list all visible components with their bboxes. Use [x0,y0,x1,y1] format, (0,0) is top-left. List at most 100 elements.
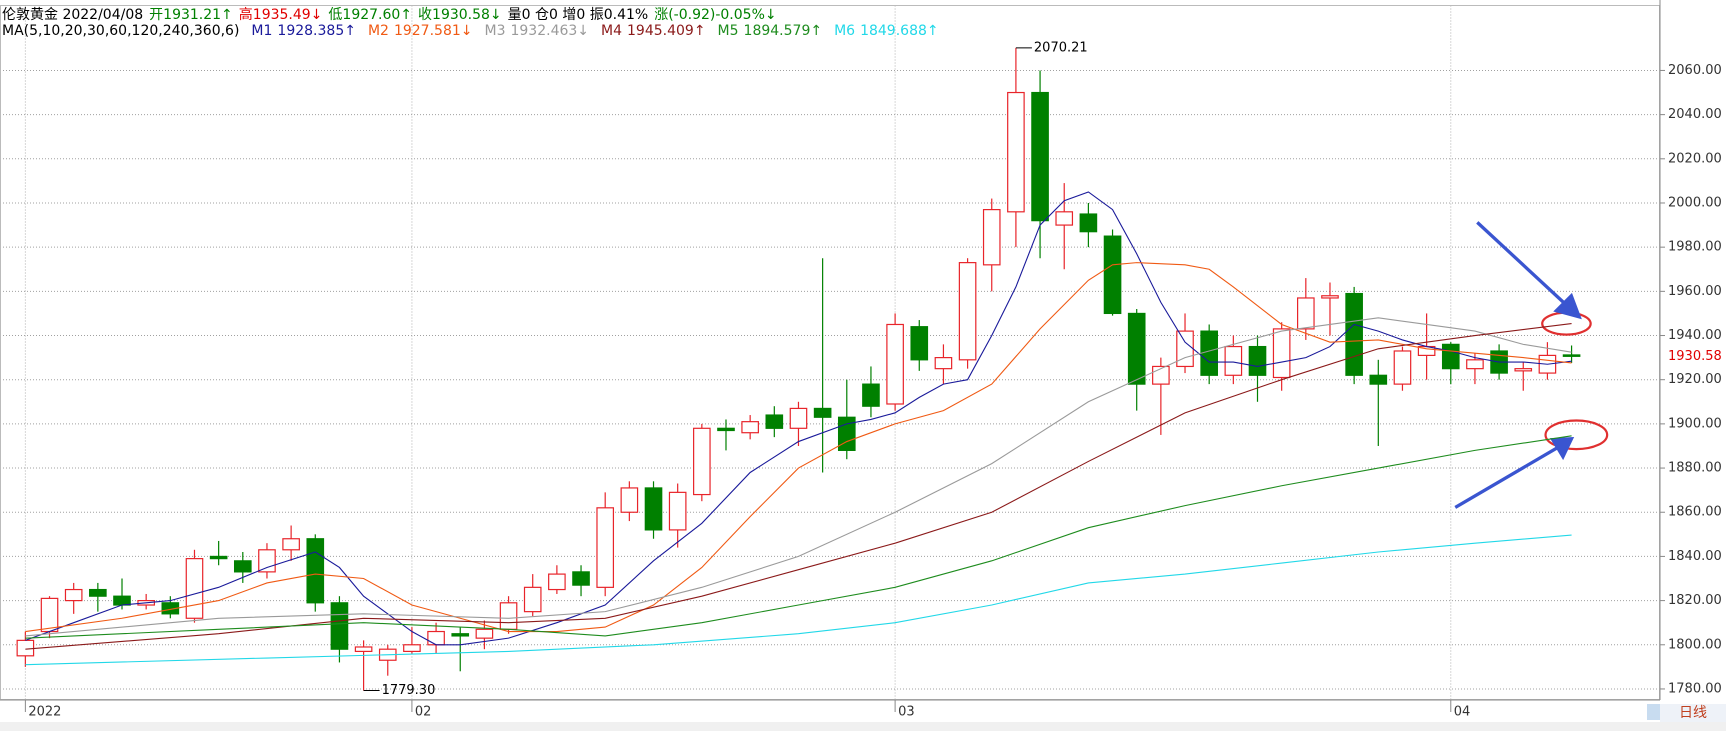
candle-body [1127,312,1146,385]
candle-body [717,427,735,432]
ma-line [25,191,1572,646]
candle-body [1055,211,1074,226]
candle-body [233,560,252,573]
legend-entry: M5 1894.579↑ [718,23,823,39]
arrow-shaft [1454,445,1560,509]
y-tick-label: 1900.00 [1668,416,1722,431]
legend-entry: M1 1928.385↑ [251,23,356,39]
arrow-head [1549,437,1575,461]
candle-body [475,628,494,639]
candle-body [209,555,228,560]
candle-body [765,414,784,429]
legend-name: M1 [251,23,273,39]
quote-header: 伦敦黄金 2022/04/08 开1931.21↑ 高1935.49↓ 低1927.6… [2,4,777,24]
candle-body [596,507,615,588]
ma-header: MA(5,10,20,30,60,120,240,360,6) M1 1928.3… [2,23,939,39]
candle-body [1345,292,1363,376]
candle-body [523,586,542,613]
candle-body [1514,368,1533,372]
ma-line [25,317,1572,637]
candle-body [1272,328,1291,379]
legend-entry: M3 1932.463↓ [484,23,589,39]
candle-body [113,595,131,606]
price-tag: 1930.58 [1668,349,1722,364]
candle-body [693,427,711,496]
quote-field: 收1930.58↓ [418,7,502,23]
candle-body [1224,345,1243,376]
legend-value: 1928.385↑ [277,23,356,39]
candle-body [644,487,663,531]
scroll-box [1647,704,1663,720]
y-tick-label: 2000.00 [1668,195,1722,210]
candle-body [886,323,904,405]
legend-name: M5 [717,23,739,39]
candle-body [258,549,276,573]
candle-body [1079,213,1098,233]
candle-body [403,644,421,653]
legend-name: M4 [601,23,623,39]
legend-entry: M6 1849.688↑ [834,23,939,39]
candle-body [499,602,518,630]
candle-body [1297,297,1315,330]
candle-body [572,571,590,586]
legend-entry: M4 1945.409↑ [601,23,706,39]
y-tick-label: 1920.00 [1668,372,1722,387]
candle-body [958,262,977,361]
y-tick-label: 1780.00 [1668,681,1722,696]
candle-body [1393,350,1412,385]
candle-body [1369,374,1388,385]
candle-body [837,416,856,451]
quote-field: 伦敦黄金 2022/04/08 [2,7,144,23]
candle-body [40,597,59,633]
legend-name: M3 [484,23,506,39]
quote-field: 量0 仓0 增0 振0.41% [507,7,649,23]
legend-entry: M2 1927.581↓ [368,23,473,39]
indicator-strip [0,722,1726,731]
y-tick-label: 1840.00 [1668,549,1722,564]
candle-body [282,538,300,551]
legend-value: 1894.579↑ [743,23,823,39]
candle-body [1007,91,1025,213]
legend-value: 1849.688↑ [860,23,939,39]
legend-value: 1945.409↑ [627,23,706,39]
candle-body [813,407,832,418]
candle-body [1466,359,1484,370]
y-tick-label: 1940.00 [1668,328,1722,343]
candle-body [934,357,953,370]
legend-value: 1932.463↓ [510,23,590,39]
arrow-head [1553,292,1582,320]
x-tick-label: 03 [898,705,915,720]
candle-body [1441,343,1460,370]
annotation-label: 1779.30 [382,683,436,698]
annotation-label: 2070.21 [1034,40,1088,55]
y-tick-label: 1980.00 [1668,240,1722,255]
highlight-ellipse [1544,419,1609,451]
arrow-shaft [1476,221,1570,309]
candle-body [1031,91,1049,222]
x-tick-label: 04 [1454,705,1471,720]
candle-body [427,630,445,646]
candle-body [1321,295,1339,299]
candle-body [910,326,929,361]
ma-line [25,262,1572,633]
x-tick-label: 02 [415,705,432,720]
period-tab[interactable]: 日线 [1660,704,1726,722]
candle-body [1103,235,1122,315]
candle-body [330,602,349,650]
candle-body [668,491,687,531]
y-tick-label: 1800.00 [1668,637,1722,652]
candle-body [741,421,759,434]
y-tick-label: 2060.00 [1668,63,1722,78]
candle-body [1176,330,1194,368]
y-tick-label: 2020.00 [1668,151,1722,166]
legend-name: M2 [367,23,389,39]
candle-body [548,573,566,591]
legend-name: M6 [834,23,856,39]
candle-body [789,407,808,429]
candle-body [354,646,373,653]
candle-body [451,633,470,637]
y-tick-label: 2040.00 [1668,107,1722,122]
candle-body [16,639,35,657]
y-tick-label: 1960.00 [1668,284,1722,299]
